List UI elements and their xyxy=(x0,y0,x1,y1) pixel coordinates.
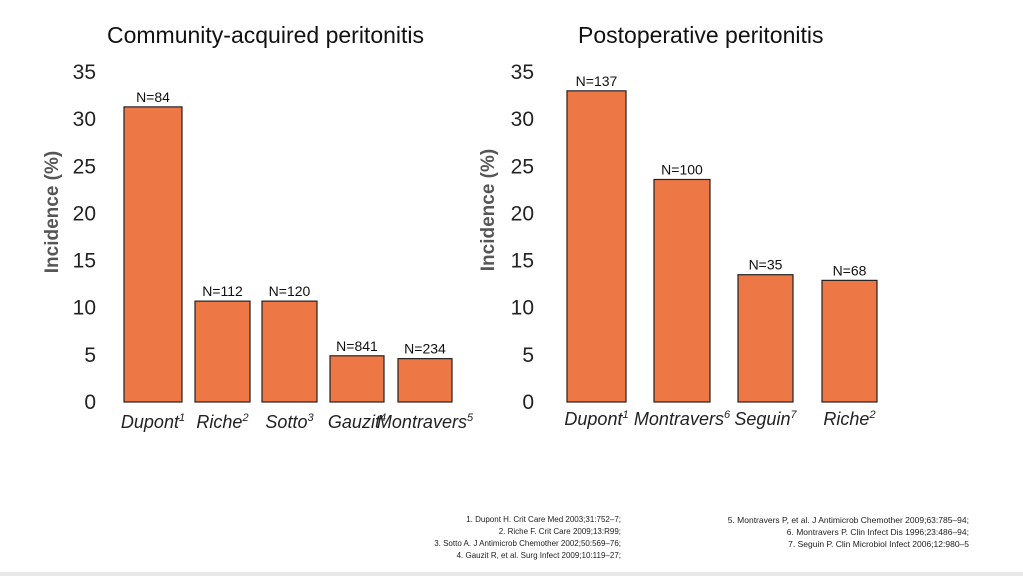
category-label: Gauzit4 xyxy=(328,412,386,432)
ytick-label: 30 xyxy=(73,108,96,131)
bar xyxy=(329,355,385,403)
bar xyxy=(194,300,251,403)
ytick-label: 5 xyxy=(522,344,534,367)
ytick-label: 10 xyxy=(511,297,534,320)
bar-data-label: N=68 xyxy=(833,262,867,278)
bar-data-label: N=137 xyxy=(576,73,618,89)
y-axis-label: Incidence (%) xyxy=(42,151,63,273)
ytick-label: 15 xyxy=(73,250,96,273)
bar-data-label: N=35 xyxy=(749,257,783,273)
bar xyxy=(397,358,453,403)
ytick-label: 35 xyxy=(511,61,534,84)
bar xyxy=(566,90,627,403)
bar-data-label: N=841 xyxy=(336,338,378,354)
ytick-label: 10 xyxy=(73,297,96,320)
reference-2: 2. Riche F. Crit Care 2009;13:R99; xyxy=(498,527,621,536)
bar-data-label: N=84 xyxy=(136,89,170,105)
reference-5: 5. Montravers P, et al. J Antimicrob Che… xyxy=(727,515,969,525)
y-axis-label: Incidence (%) xyxy=(478,149,499,271)
references-right: 5. Montravers P, et al. J Antimicrob Che… xyxy=(728,514,969,550)
ytick-label: 5 xyxy=(84,344,96,367)
ytick-label: 0 xyxy=(522,391,534,414)
bar-data-label: N=234 xyxy=(404,341,446,357)
bar-data-label: N=100 xyxy=(661,161,703,177)
category-label: Montravers5 xyxy=(377,412,474,432)
references-left: 1. Dupont H. Crit Care Med 2003;31:752–7… xyxy=(434,514,621,562)
reference-4: 4. Gauzit R, et al. Surg Infect 2009;10:… xyxy=(456,551,621,560)
ytick-label: 25 xyxy=(511,155,534,178)
reference-6: 6. Montravers P. Clin Infect Dis 1996;23… xyxy=(786,527,969,537)
ytick-label: 0 xyxy=(84,391,96,414)
category-label: Riche2 xyxy=(823,409,875,429)
chart-title-community: Community-acquired peritonitis xyxy=(107,22,425,48)
bar xyxy=(737,274,794,403)
ytick-label: 20 xyxy=(511,202,534,225)
ytick-label: 15 xyxy=(511,250,534,273)
reference-7: 7. Seguin P. Clin Microbiol Infect 2006;… xyxy=(788,539,969,549)
bar xyxy=(123,106,183,403)
category-label: Riche2 xyxy=(196,412,248,432)
bottom-divider xyxy=(0,572,1023,576)
bar xyxy=(261,300,318,403)
category-label: Dupont1 xyxy=(121,412,185,432)
chart-title-postoperative: Postoperative peritonitis xyxy=(578,22,824,48)
category-label: Dupont1 xyxy=(564,409,628,429)
reference-1: 1. Dupont H. Crit Care Med 2003;31:752–7… xyxy=(466,515,621,524)
bar xyxy=(821,279,878,403)
category-label: Sotto3 xyxy=(265,412,314,432)
ytick-label: 20 xyxy=(73,202,96,225)
category-label: Montravers6 xyxy=(634,409,731,429)
ytick-label: 25 xyxy=(73,155,96,178)
ytick-label: 35 xyxy=(73,61,96,84)
bar-data-label: N=120 xyxy=(269,283,311,299)
category-label: Seguin7 xyxy=(734,409,797,429)
ytick-label: 30 xyxy=(511,108,534,131)
bar xyxy=(653,178,711,403)
reference-3: 3. Sotto A. J Antimicrob Chemother 2002;… xyxy=(434,539,621,548)
bar-data-label: N=112 xyxy=(202,283,243,299)
